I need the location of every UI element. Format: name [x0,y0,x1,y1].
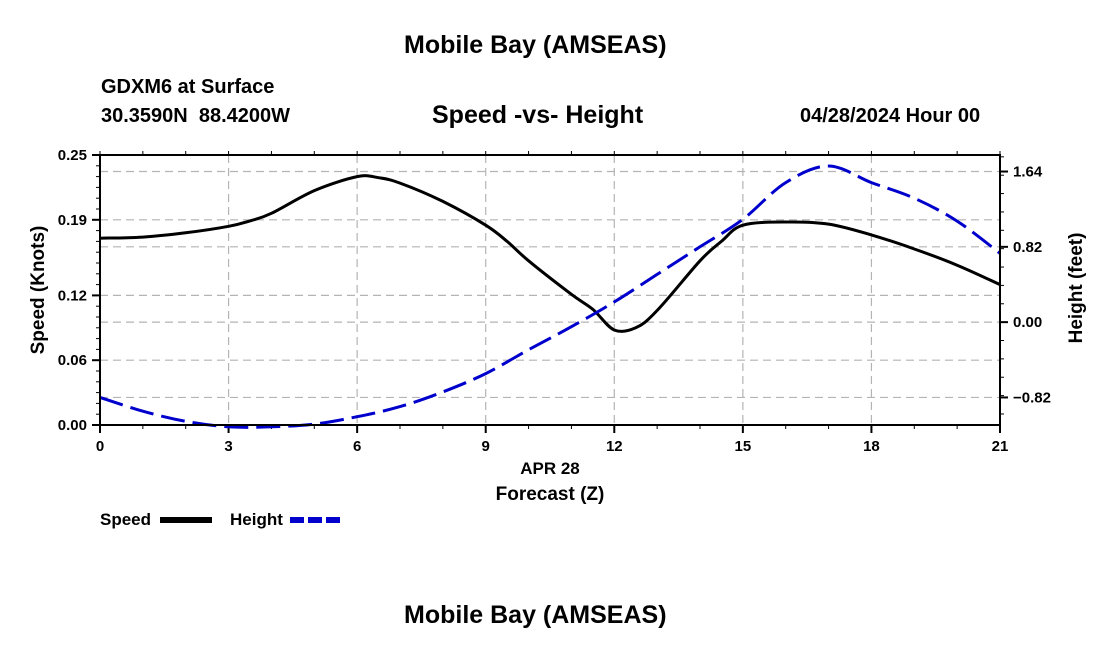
y-axis-left-title: Speed (Knots) [28,226,49,355]
y-left-tick-label: 0.12 [58,287,87,304]
y-left-tick-label: 0.00 [58,417,87,434]
y-right-tick-label: 0.00 [1013,314,1042,331]
forecast-datetime: 04/28/2024 Hour 00 [800,105,981,127]
x-tick-label: 3 [224,438,232,455]
x-axis-date-label: APR 28 [520,459,580,478]
footer-title: Mobile Bay (AMSEAS) [404,601,667,629]
chart-grid [100,154,1000,425]
page-title: Mobile Bay (AMSEAS) [404,31,667,59]
y-left-tick-label: 0.06 [58,352,87,369]
x-axis-title: Forecast (Z) [496,484,605,505]
legend-height-label: Height [230,510,283,529]
x-tick-label: 15 [735,438,752,455]
y-right-tick-label: 0.82 [1013,239,1042,256]
y-left-tick-label: 0.25 [58,147,87,164]
speed-series-line [99,174,1001,333]
chart-ticks [92,151,1008,433]
y-right-tick-label: −0.82 [1013,389,1051,406]
legend-speed-label: Speed [100,510,151,529]
x-tick-label: 6 [353,438,361,455]
chart-labels: 0 3 6 9 12 15 18 21 0.00 0.06 0.12 0.19 0.25 −0.82 0.0… [58,147,1051,455]
x-tick-label: 9 [482,438,490,455]
x-tick-label: 21 [992,438,1009,455]
station-coordinates: 30.3590N 88.4200W [101,105,291,127]
station-name: GDXM6 at Surface [101,76,275,98]
height-series-line [99,164,1001,429]
legend: Speed Height [100,510,342,529]
y-axis-right-title: Height (feet) [1066,233,1087,344]
x-tick-label: 0 [96,438,104,455]
x-tick-label: 18 [863,438,880,455]
chart-series [99,164,1001,429]
plot-frame [99,154,1001,426]
x-tick-label: 12 [606,438,623,455]
y-right-tick-label: 1.64 [1013,164,1043,181]
chart-title: Speed -vs- Height [432,101,644,129]
y-left-tick-label: 0.19 [58,212,87,229]
